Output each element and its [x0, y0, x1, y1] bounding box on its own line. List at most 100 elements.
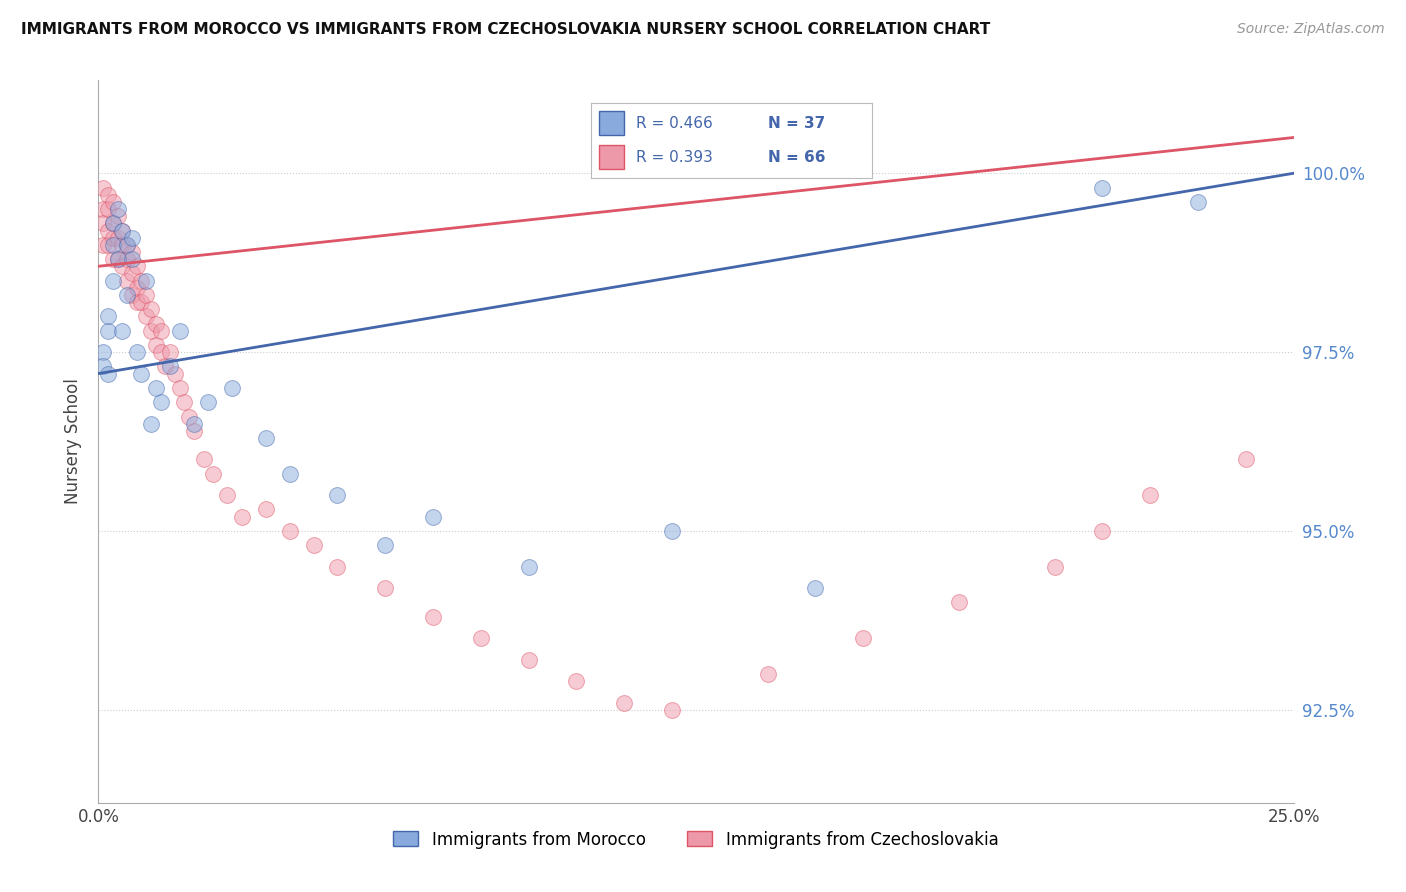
Point — [125, 345, 148, 359]
Point — [1139, 488, 1161, 502]
Point — [159, 359, 181, 374]
Point — [121, 230, 143, 244]
Point — [202, 467, 225, 481]
Point — [149, 395, 172, 409]
Point — [183, 424, 205, 438]
Point — [115, 288, 138, 302]
Point — [231, 509, 253, 524]
Point — [149, 345, 172, 359]
Point — [97, 237, 120, 252]
Point — [1187, 194, 1209, 209]
Y-axis label: Nursery School: Nursery School — [65, 378, 83, 505]
Point — [145, 338, 167, 352]
Point — [97, 324, 120, 338]
Point — [111, 223, 134, 237]
Point — [111, 260, 134, 274]
Point — [135, 310, 157, 324]
Point — [852, 632, 875, 646]
Point — [374, 581, 396, 595]
Point — [107, 252, 129, 266]
Point — [173, 395, 195, 409]
Point — [278, 524, 301, 538]
Point — [145, 381, 167, 395]
Text: N = 66: N = 66 — [768, 150, 825, 165]
Point — [125, 295, 148, 310]
Point — [97, 187, 120, 202]
Point — [302, 538, 325, 552]
Point — [101, 237, 124, 252]
Point — [326, 488, 349, 502]
Point — [111, 324, 134, 338]
Point — [97, 202, 120, 216]
Point — [517, 559, 540, 574]
Point — [1043, 559, 1066, 574]
Point — [193, 452, 215, 467]
Point — [756, 667, 779, 681]
Point — [101, 216, 124, 230]
Point — [91, 202, 114, 216]
Point — [169, 381, 191, 395]
FancyBboxPatch shape — [599, 145, 624, 169]
Point — [97, 223, 120, 237]
Point — [91, 237, 114, 252]
Point — [155, 359, 177, 374]
Point — [565, 674, 588, 689]
Point — [101, 216, 124, 230]
Point — [121, 252, 143, 266]
Point — [145, 317, 167, 331]
Point — [101, 194, 124, 209]
Point — [661, 524, 683, 538]
Point — [613, 696, 636, 710]
Point — [115, 237, 138, 252]
Text: R = 0.393: R = 0.393 — [636, 150, 713, 165]
Point — [107, 209, 129, 223]
Point — [183, 417, 205, 431]
Point — [91, 345, 114, 359]
Point — [804, 581, 827, 595]
Point — [135, 288, 157, 302]
Point — [101, 230, 124, 244]
Point — [163, 367, 186, 381]
Point — [948, 595, 970, 609]
Text: R = 0.466: R = 0.466 — [636, 116, 713, 130]
Point — [91, 180, 114, 194]
Point — [422, 609, 444, 624]
Point — [91, 216, 114, 230]
Point — [107, 230, 129, 244]
Point — [135, 274, 157, 288]
Point — [254, 502, 277, 516]
Point — [1091, 180, 1114, 194]
Text: N = 37: N = 37 — [768, 116, 825, 130]
Point — [121, 288, 143, 302]
Point — [221, 381, 243, 395]
Point — [115, 237, 138, 252]
Point — [91, 359, 114, 374]
Point — [254, 431, 277, 445]
Point — [470, 632, 492, 646]
Point — [217, 488, 239, 502]
Point — [139, 302, 162, 317]
Point — [131, 274, 153, 288]
Point — [111, 237, 134, 252]
Point — [179, 409, 201, 424]
Point — [115, 274, 138, 288]
Legend: Immigrants from Morocco, Immigrants from Czechoslovakia: Immigrants from Morocco, Immigrants from… — [394, 830, 998, 848]
Point — [131, 295, 153, 310]
Point — [111, 223, 134, 237]
Point — [101, 252, 124, 266]
Point — [139, 324, 162, 338]
Point — [278, 467, 301, 481]
Point — [107, 202, 129, 216]
Point — [121, 267, 143, 281]
Point — [1091, 524, 1114, 538]
Point — [115, 252, 138, 266]
Point — [326, 559, 349, 574]
Point — [101, 274, 124, 288]
FancyBboxPatch shape — [599, 111, 624, 136]
Point — [97, 310, 120, 324]
Point — [422, 509, 444, 524]
Point — [121, 244, 143, 259]
Point — [125, 260, 148, 274]
Point — [131, 367, 153, 381]
Point — [197, 395, 219, 409]
